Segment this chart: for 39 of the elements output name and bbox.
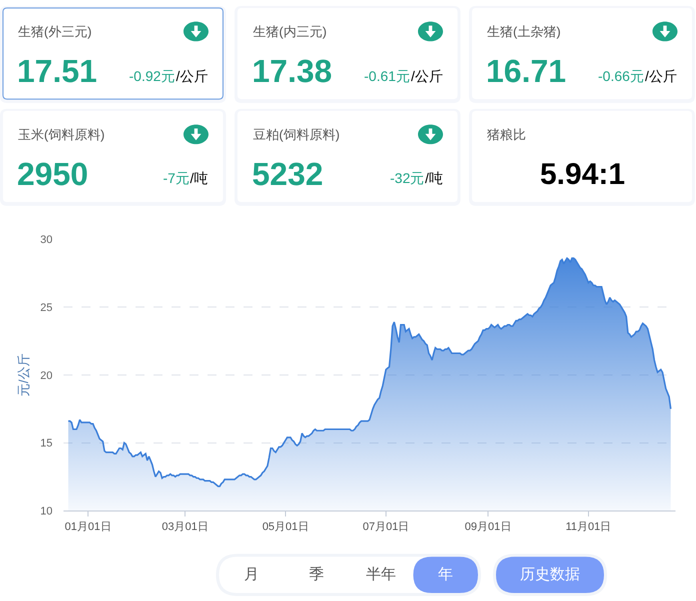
y-tick-label: 10 — [40, 506, 52, 518]
text: -0.92元 — [129, 68, 175, 84]
x-tick-label: 09月01日 — [464, 520, 512, 533]
text: 2950 — [17, 156, 88, 192]
text: /吨 — [425, 170, 443, 186]
y-tick-label: 15 — [40, 438, 52, 450]
text: -0.66元 — [598, 68, 644, 84]
text: 17.38 — [252, 53, 332, 89]
text: /公斤 — [411, 68, 443, 84]
text: /吨 — [190, 170, 208, 186]
text: 5232 — [252, 156, 324, 192]
text: /公斤 — [645, 68, 677, 84]
y-axis-title: 元/公斤 — [16, 354, 32, 396]
text: 猪粮比 — [487, 127, 526, 142]
y-tick-label: 25 — [40, 302, 52, 314]
category-label: 半年 — [366, 566, 396, 583]
text: 生猪(内三元) — [253, 24, 327, 39]
text: /公斤 — [176, 68, 208, 84]
text: -7元 — [163, 170, 190, 186]
x-tick-label: 07月01日 — [362, 520, 410, 533]
text: 玉米(饲料原料) — [18, 127, 105, 142]
category-label: 月 — [244, 566, 259, 583]
text: 5.94:1 — [540, 158, 626, 191]
x-tick-label: 05月01日 — [262, 520, 309, 533]
y-tick-label: 20 — [40, 370, 52, 382]
x-tick-label: 01月01日 — [64, 520, 112, 533]
category-label: 年 — [438, 566, 453, 583]
text: 生猪(外三元) — [18, 24, 92, 39]
text: 16.71 — [486, 53, 566, 89]
x-tick-label: 11月01日 — [566, 520, 612, 533]
text: 历史数据 — [520, 566, 580, 583]
text: -32元 — [390, 170, 424, 186]
text: 生猪(土杂猪) — [487, 24, 561, 39]
y-tick-label: 30 — [40, 234, 52, 246]
text: -0.61元 — [364, 68, 410, 84]
text: 17.51 — [17, 53, 98, 89]
text: 豆粕(饲料原料) — [253, 127, 340, 142]
category-label: 季 — [309, 566, 324, 583]
x-tick-label: 03月01日 — [162, 520, 208, 533]
